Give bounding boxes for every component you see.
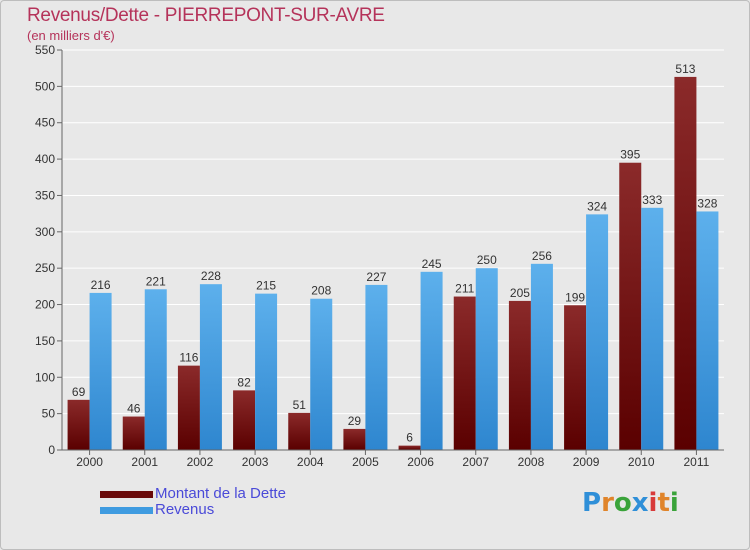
data-label-debt: 69 bbox=[72, 385, 86, 399]
bar-debt bbox=[288, 412, 311, 450]
y-tick-label: 150 bbox=[35, 334, 55, 348]
data-label-debt: 6 bbox=[406, 431, 413, 445]
proxiti-logo: Proxiti bbox=[582, 488, 679, 518]
y-tick-label: 300 bbox=[35, 225, 55, 239]
data-label-debt: 82 bbox=[237, 375, 251, 389]
chart-title: Revenus/Dette - PIERREPONT-SUR-AVRE bbox=[27, 5, 385, 26]
data-label-debt: 205 bbox=[510, 286, 530, 300]
legend-swatch-revenue bbox=[100, 506, 153, 514]
data-label-debt: 211 bbox=[455, 282, 474, 296]
bar-revenue bbox=[365, 284, 388, 450]
data-label-debt: 513 bbox=[675, 62, 695, 76]
data-label-debt: 199 bbox=[565, 290, 585, 304]
data-label-revenue: 221 bbox=[146, 274, 166, 288]
bar-revenue bbox=[89, 292, 112, 450]
bar-debt bbox=[67, 399, 90, 450]
logo-letter: x bbox=[631, 488, 649, 518]
logo-letter: r bbox=[601, 488, 614, 518]
data-label-revenue: 215 bbox=[256, 279, 276, 293]
data-label-debt: 46 bbox=[127, 402, 141, 416]
gridlines bbox=[62, 49, 724, 451]
bar-debt bbox=[674, 76, 697, 450]
x-tick-label: 2001 bbox=[131, 455, 158, 469]
x-tick-label: 2006 bbox=[407, 455, 434, 469]
x-tick-label: 2007 bbox=[462, 455, 489, 469]
data-label-debt: 116 bbox=[179, 351, 198, 365]
x-tick-label: 2003 bbox=[242, 455, 269, 469]
y-tick-label: 100 bbox=[35, 370, 55, 384]
x-tick-label: 2005 bbox=[352, 455, 379, 469]
x-tick-label: 2011 bbox=[684, 455, 710, 469]
x-tick-label: 2008 bbox=[518, 455, 545, 469]
x-tick-label: 2004 bbox=[297, 455, 324, 469]
y-tick-label: 200 bbox=[35, 298, 55, 312]
data-label-revenue: 228 bbox=[201, 269, 221, 283]
bar-revenue bbox=[696, 211, 719, 450]
x-tick-label: 2000 bbox=[76, 455, 103, 469]
data-label-revenue: 227 bbox=[366, 270, 386, 284]
y-tick-label: 250 bbox=[35, 261, 55, 275]
logo-letter: o bbox=[613, 488, 632, 518]
x-tick-label: 2010 bbox=[628, 455, 655, 469]
bar-debt bbox=[398, 445, 421, 450]
bar-revenue bbox=[530, 263, 553, 450]
data-label-revenue: 333 bbox=[642, 193, 662, 207]
bar-revenue bbox=[586, 214, 609, 450]
axes bbox=[57, 49, 724, 455]
y-tick-label: 0 bbox=[48, 443, 55, 457]
data-label-revenue: 256 bbox=[532, 249, 552, 263]
bar-revenue bbox=[310, 298, 333, 450]
y-tick-label: 500 bbox=[35, 79, 55, 93]
bar-revenue bbox=[420, 271, 443, 450]
legend-item-revenue: Revenus bbox=[100, 502, 286, 518]
logo-letter: i bbox=[648, 488, 658, 518]
logo-letter: P bbox=[582, 488, 602, 518]
data-label-debt: 51 bbox=[293, 398, 307, 412]
bars: 69 216 46 221 116 228 82 215 51 208 29 227 6 245 211 25… bbox=[67, 62, 719, 450]
x-tick-label: 2009 bbox=[573, 455, 600, 469]
bar-debt bbox=[453, 296, 476, 450]
y-tick-label: 450 bbox=[35, 116, 55, 130]
bar-revenue bbox=[144, 289, 167, 450]
bar-debt bbox=[177, 365, 200, 450]
bar-revenue bbox=[475, 268, 498, 450]
bar-debt bbox=[508, 300, 531, 450]
chart-subtitle: (en milliers d'€) bbox=[27, 28, 115, 43]
y-tick-label: 400 bbox=[35, 152, 55, 166]
data-label-revenue: 328 bbox=[697, 196, 717, 210]
data-label-revenue: 245 bbox=[422, 257, 442, 271]
bar-revenue bbox=[199, 284, 222, 450]
bar-debt bbox=[122, 416, 145, 450]
legend-label-debt: Montant de la Dette bbox=[155, 485, 286, 502]
bar-debt bbox=[619, 162, 642, 450]
data-label-revenue: 208 bbox=[311, 284, 331, 298]
logo-letter: t bbox=[657, 488, 670, 518]
data-label-revenue: 216 bbox=[91, 278, 111, 292]
data-label-revenue: 324 bbox=[587, 199, 607, 213]
bar-revenue bbox=[255, 293, 278, 450]
legend-item-debt: Montant de la Dette bbox=[100, 486, 286, 502]
y-tick-label: 550 bbox=[35, 43, 55, 57]
data-label-debt: 395 bbox=[620, 148, 640, 162]
legend: Montant de la Dette Revenus bbox=[100, 486, 286, 518]
data-label-debt: 29 bbox=[348, 414, 362, 428]
legend-label-revenue: Revenus bbox=[155, 501, 215, 518]
bar-debt bbox=[564, 305, 587, 450]
data-label-revenue: 250 bbox=[477, 253, 497, 267]
y-axis-ticks: 0 50 100 150 200 250 300 350 400 450 500 550 bbox=[35, 43, 55, 457]
legend-swatch-debt bbox=[100, 490, 153, 498]
bar-revenue bbox=[641, 207, 664, 450]
x-axis-ticks: 2000 2001 2002 2003 2004 2005 2006 2007 2008 2009… bbox=[76, 455, 709, 469]
bar-debt bbox=[233, 390, 256, 450]
y-tick-label: 50 bbox=[42, 407, 56, 421]
logo-letter: i bbox=[669, 488, 679, 518]
bar-debt bbox=[343, 428, 366, 450]
x-tick-label: 2002 bbox=[187, 455, 214, 469]
y-tick-label: 350 bbox=[35, 188, 55, 202]
